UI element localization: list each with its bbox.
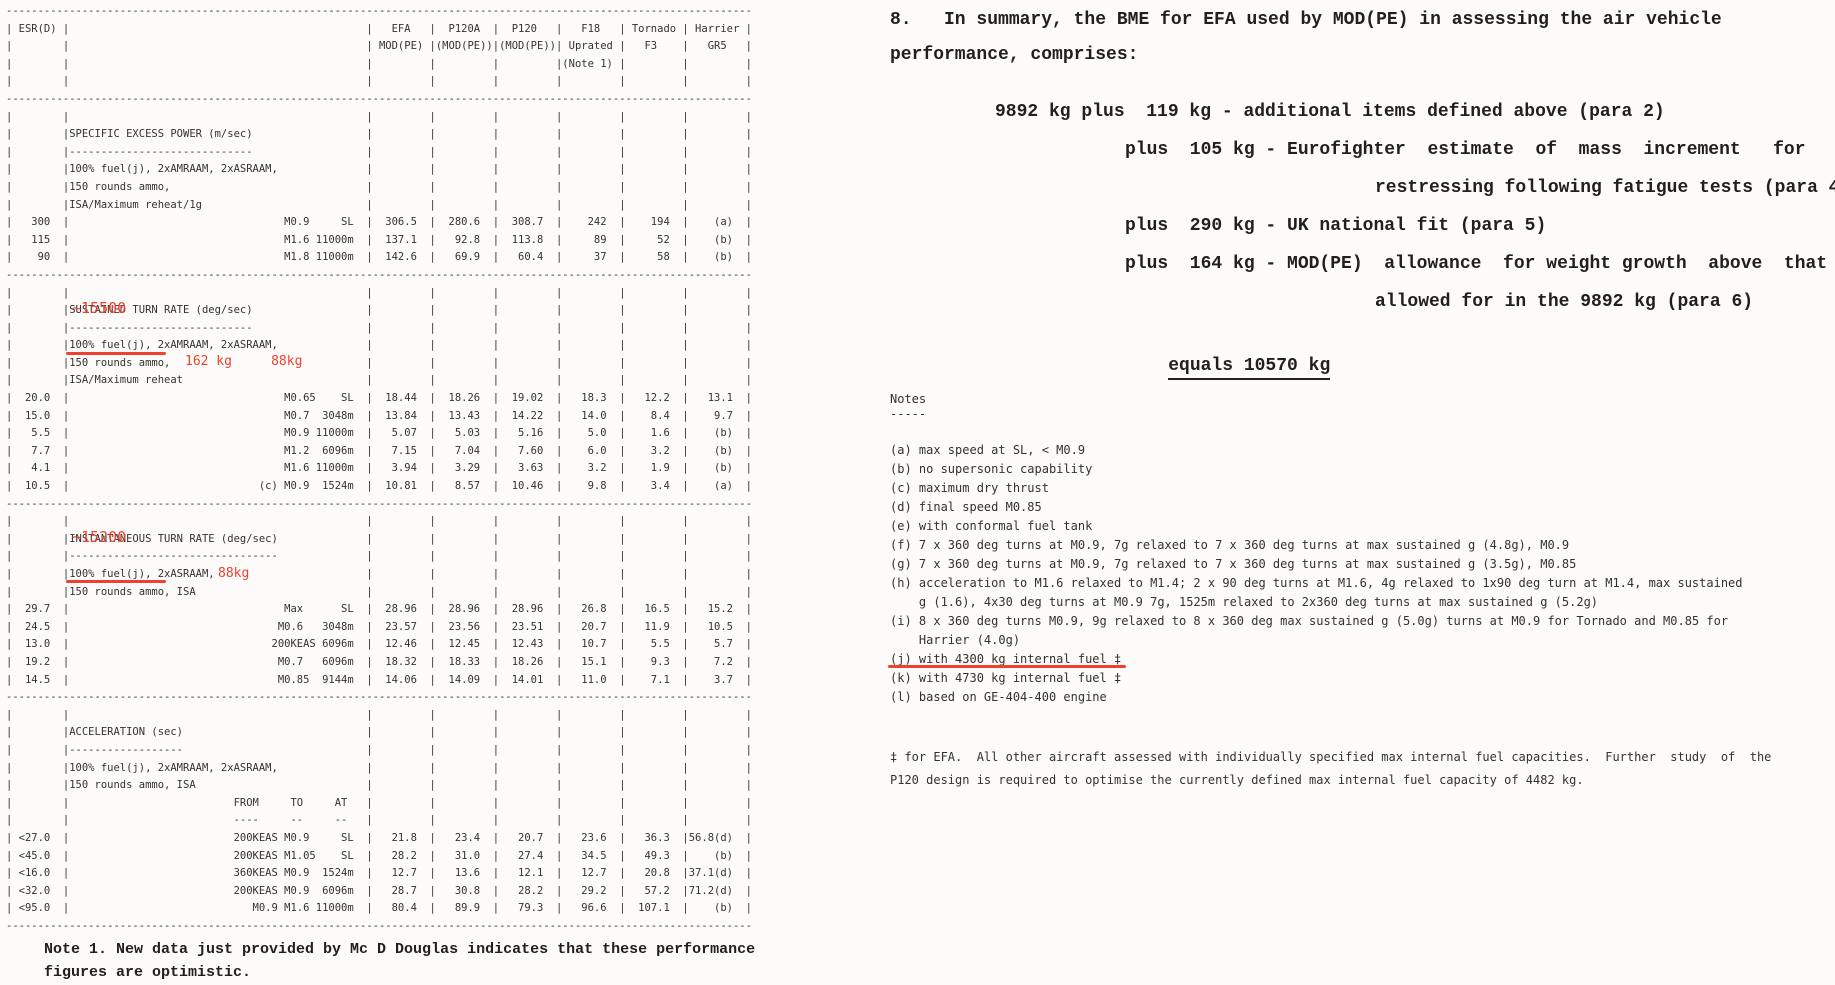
note-b: (b) no supersonic capability [890, 462, 1093, 476]
table-footnote: Note 1. New data just provided by Mc D D… [44, 941, 756, 981]
equals-total-line: equals 10570 kg [1125, 330, 1331, 402]
note-f: (f) 7 x 360 deg turns at M0.9, 7g relaxe… [890, 538, 1570, 552]
annotation-instantaneous-mass: ~15200 [72, 528, 127, 546]
note-d: (d) final speed M0.85 [890, 500, 1042, 514]
red-underline-instantaneous-fuel [66, 580, 166, 583]
note-h: (h) acceleration to M1.6 relaxed to M1.4… [890, 576, 1743, 609]
performance-table: ----------------------------------------… [6, 5, 752, 932]
dagger-footnote: ‡ for EFA. All other aircraft assessed w… [890, 750, 1772, 787]
annotation-asraam-weight: 88kg [218, 566, 250, 581]
note-g: (g) 7 x 360 deg turns at M0.9, 7g relaxe… [890, 557, 1577, 571]
annotation-ammo-weights: 162 kg 88kg [185, 354, 303, 369]
weight-line-plus105: plus 105 kg - Eurofighter estimate of ma… [1125, 140, 1806, 160]
notes-title: Notes ----- [890, 392, 927, 421]
note-i: (i) 8 x 360 deg turns M0.9, 9g relaxed t… [890, 614, 1729, 647]
weight-line-base: 9892 kg plus 119 kg - additional items d… [995, 102, 1665, 122]
notes-list: (a) max speed at SL, < M0.9 (b) no super… [888, 441, 1835, 707]
equals-total-text: equals 10570 kg [1168, 356, 1331, 380]
red-underline-note-j [888, 665, 1126, 668]
weight-line-plus164: plus 164 kg - MOD(PE) allowance for weig… [1125, 254, 1828, 274]
note-e: (e) with conformal fuel tank [890, 519, 1093, 533]
weight-line-restressing: restressing following fatigue tests (par… [1375, 178, 1835, 198]
summary-paragraph-line2: performance, comprises: [890, 45, 1139, 65]
note-j: (j) with 4300 kg internal fuel ‡ [890, 652, 1122, 666]
red-underline-sustained-fuel [66, 352, 166, 355]
note-a: (a) max speed at SL, < M0.9 [890, 443, 1086, 457]
weight-line-plus290: plus 290 kg - UK national fit (para 5) [1125, 216, 1547, 236]
summary-paragraph-line1: 8. In summary, the BME for EFA used by M… [890, 10, 1722, 30]
note-l: (l) based on GE-404-400 engine [890, 690, 1107, 704]
note-k: (k) with 4730 kg internal fuel ‡ [890, 671, 1122, 685]
annotation-sustained-mass: ~15500 [72, 299, 127, 317]
weight-line-allowed: allowed for in the 9892 kg (para 6) [1375, 292, 1754, 312]
note-c: (c) maximum dry thrust [890, 481, 1049, 495]
